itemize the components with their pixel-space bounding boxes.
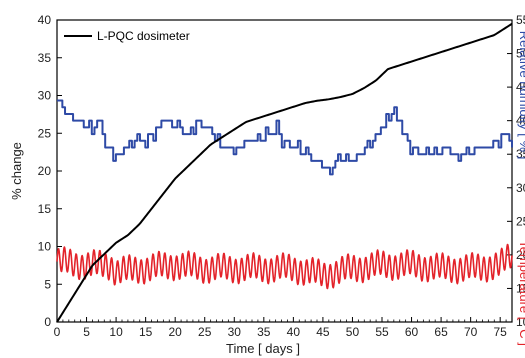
x-tick-label: 65 (434, 325, 448, 339)
left-y-tick-label: 10 (38, 240, 52, 254)
left-y-tick-label: 25 (38, 126, 52, 140)
x-tick-label: 70 (464, 325, 478, 339)
right-y-tick-label: 45 (516, 80, 525, 94)
x-tick-label: 30 (228, 325, 242, 339)
right-y-axis-label-humidity: Relative humidity [ % ] (517, 31, 525, 160)
right-y-tick-label: 40 (516, 114, 525, 128)
series-line-temperature (56, 243, 513, 290)
series-line-l-pqc-dosimeter (56, 22, 513, 323)
right-y-tick-label: 55 (516, 13, 525, 27)
left-y-tick-label: 20 (38, 164, 52, 178)
left-y-tick-label: 30 (38, 89, 52, 103)
right-y-tick-label: 25 (516, 214, 525, 228)
x-tick-label: 50 (346, 325, 360, 339)
legend-label-dosimeter: L-PQC dosimeter (97, 29, 190, 43)
x-tick-label: 10 (109, 325, 123, 339)
x-tick-label: 15 (139, 325, 153, 339)
left-y-tick-label: 15 (38, 202, 52, 216)
right-y-tick-label: 15 (516, 281, 525, 295)
left-y-tick-label: 0 (44, 315, 51, 329)
right-y-axis-label-temperature: Temperature [ °C ] (517, 240, 525, 346)
x-tick-label: 75 (494, 325, 508, 339)
x-tick-label: 25 (198, 325, 212, 339)
x-tick-label: 60 (405, 325, 419, 339)
series-line-relative-humidity (57, 99, 513, 176)
x-tick-label: 40 (287, 325, 301, 339)
x-tick-label: 45 (316, 325, 330, 339)
right-y-axis-ticks: 10 15 20 25 30 35 40 45 50 55 (507, 13, 525, 329)
right-y-tick-label: 50 (516, 47, 525, 61)
x-tick-label: 35 (257, 325, 271, 339)
x-tick-label: 55 (375, 325, 389, 339)
legend: L-PQC dosimeter (64, 29, 190, 43)
x-axis-ticks: 0 5 10 15 20 25 30 35 40 45 50 55 60 65 70 75 (54, 317, 508, 339)
x-tick-label: 5 (83, 325, 90, 339)
right-y-tick-label: 20 (516, 248, 525, 262)
x-axis-label: Time [ days ] (226, 341, 300, 356)
left-y-axis-ticks: 0 5 10 15 20 25 30 35 40 (38, 13, 62, 329)
right-y-tick-label: 30 (516, 181, 525, 195)
left-y-axis-label: % change (9, 142, 24, 200)
series-layer (56, 22, 513, 323)
right-y-tick-label: 10 (516, 315, 525, 329)
left-y-tick-label: 40 (38, 13, 52, 27)
x-tick-label: 0 (54, 325, 61, 339)
right-y-tick-label: 35 (516, 147, 525, 161)
x-tick-label: 20 (169, 325, 183, 339)
left-y-tick-label: 35 (38, 51, 52, 65)
left-y-tick-label: 5 (44, 277, 51, 291)
